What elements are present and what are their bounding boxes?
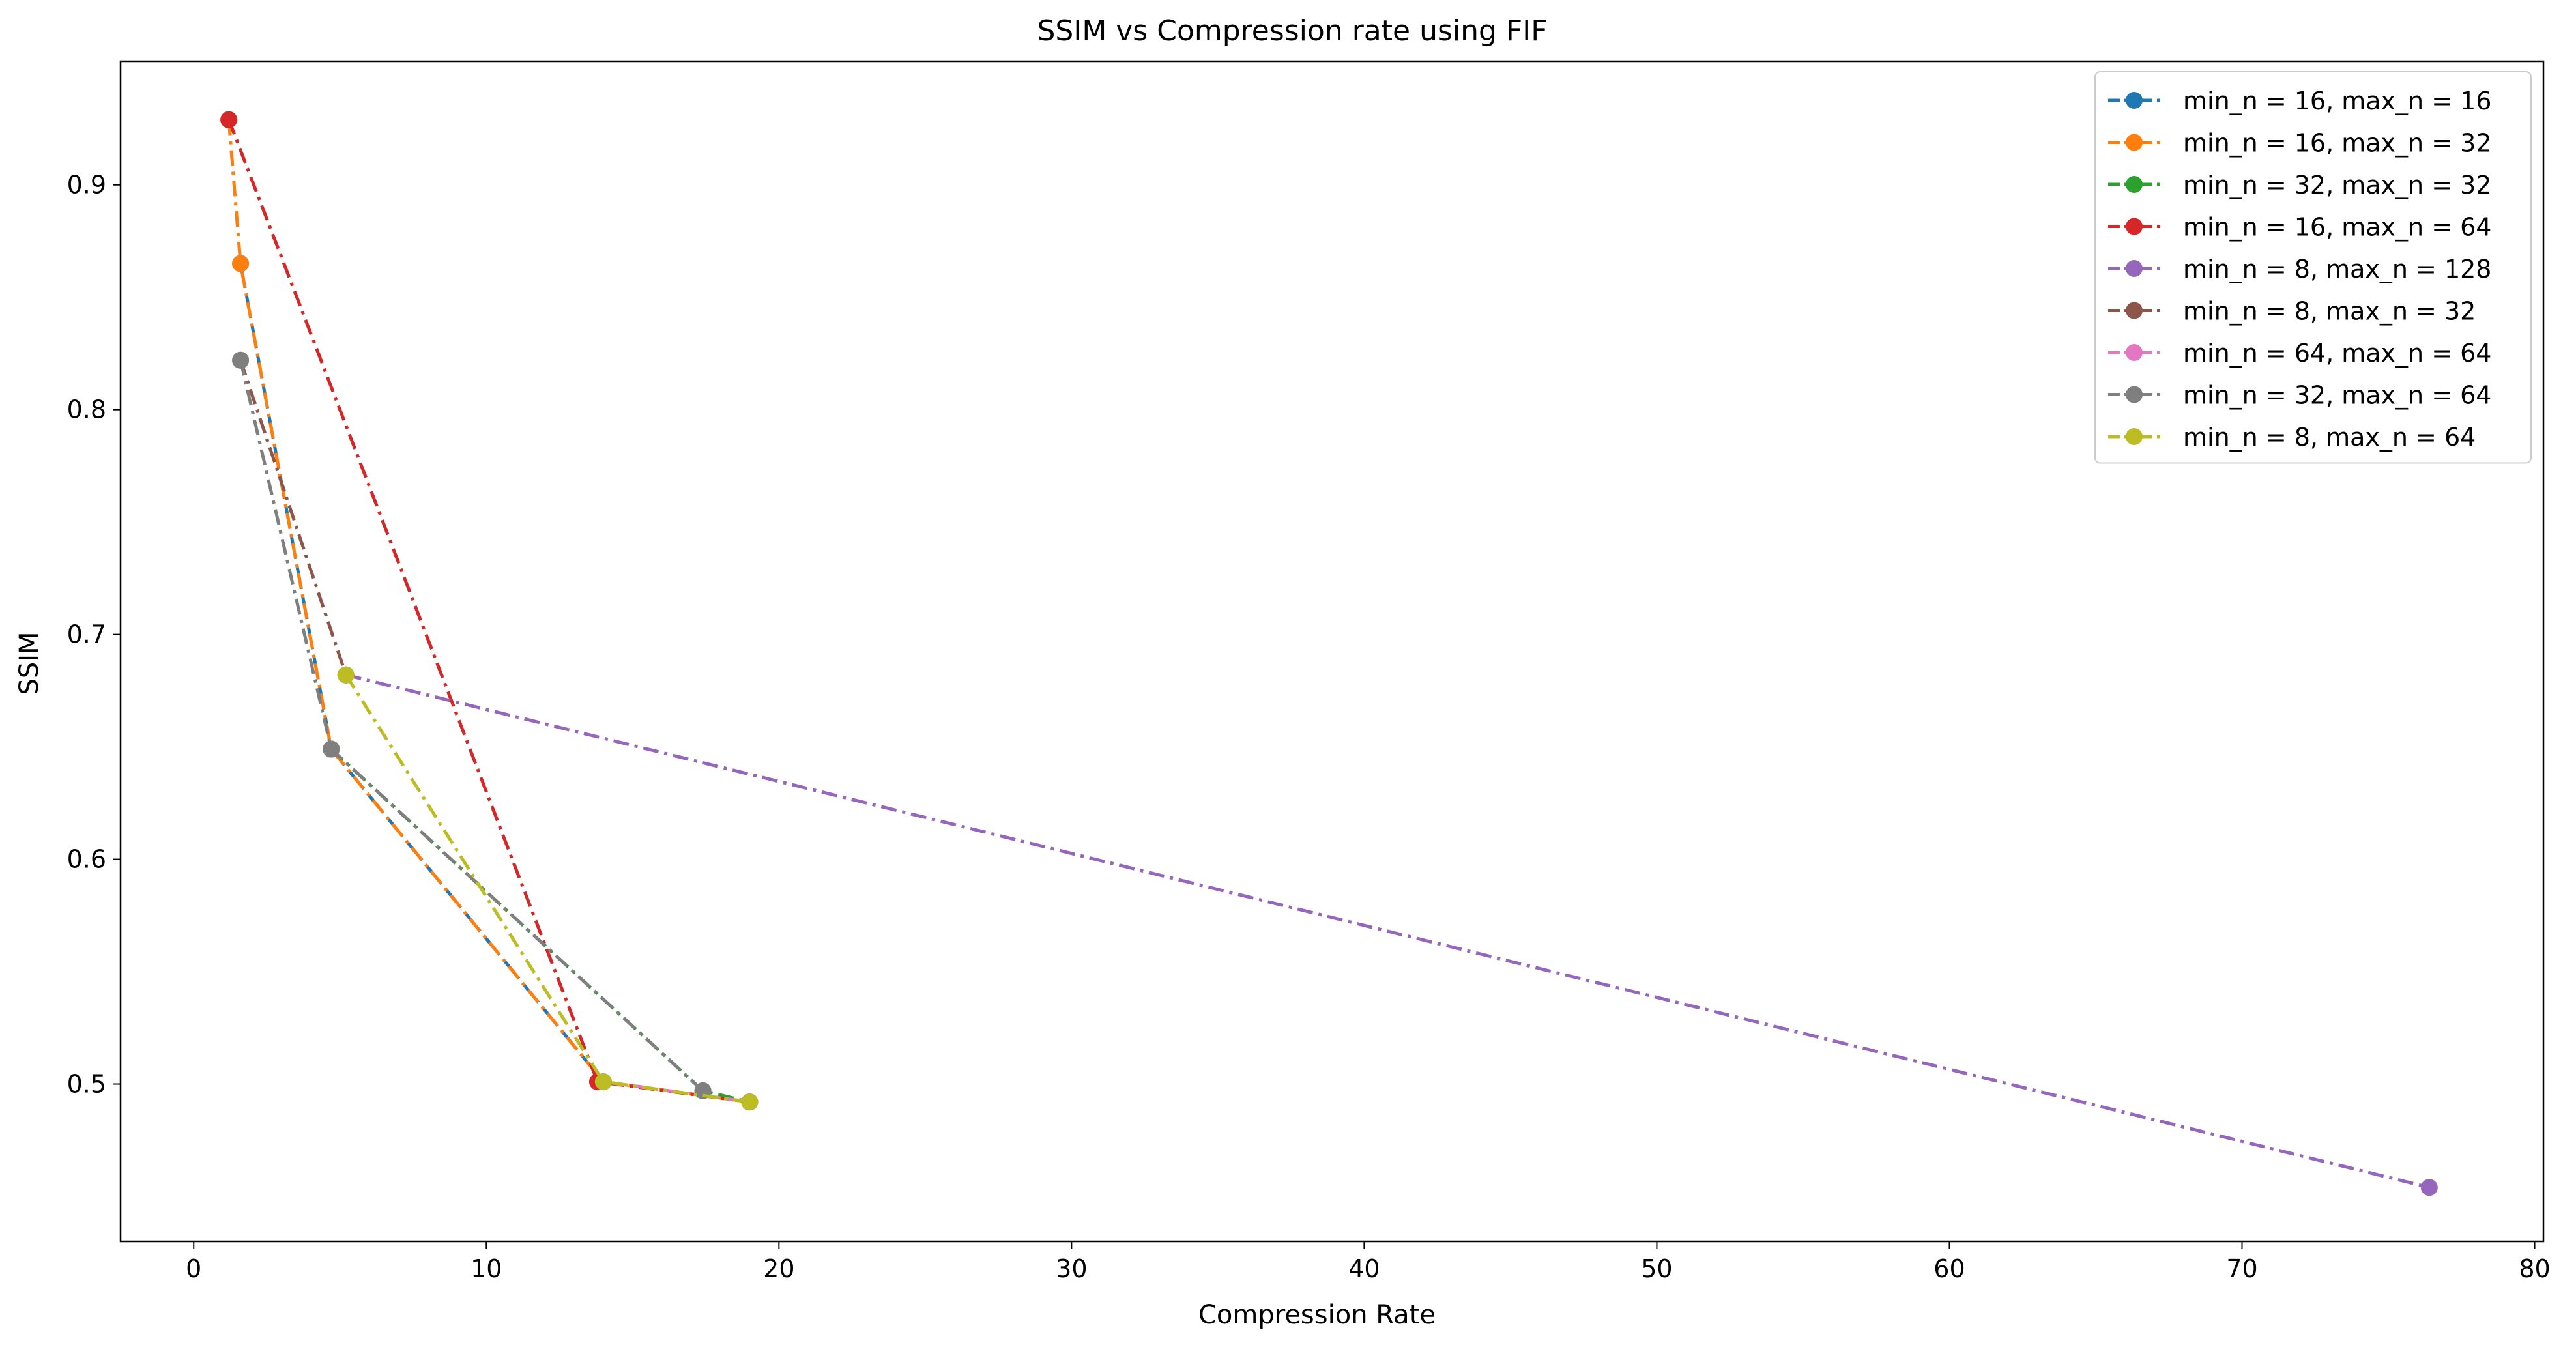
series-line: [227, 119, 750, 1104]
legend-label: min_n = 16, max_n = 64: [2183, 213, 2491, 242]
y-tick-label: 0.7: [67, 620, 106, 649]
legend-entry: min_n = 32, max_n = 32: [2108, 171, 2491, 199]
data-point: [232, 255, 250, 272]
legend-entry: min_n = 8, max_n = 128: [2108, 255, 2491, 283]
x-tick-label: 50: [1641, 1254, 1672, 1283]
legend-entry: min_n = 32, max_n = 64: [2108, 381, 2491, 410]
legend-marker: [2126, 302, 2143, 319]
legend-marker: [2126, 218, 2143, 235]
series-line: [345, 673, 2430, 1189]
data-point: [594, 1073, 612, 1091]
legend-label: min_n = 32, max_n = 64: [2183, 381, 2491, 410]
legend-label: min_n = 8, max_n = 32: [2183, 297, 2476, 326]
x-tick-label: 30: [1056, 1254, 1087, 1283]
x-axis-label: Compression Rate: [1198, 1300, 1436, 1330]
data-point: [220, 111, 238, 128]
y-tick-label: 0.8: [67, 396, 106, 424]
data-point: [323, 740, 340, 758]
legend-marker: [2126, 92, 2143, 109]
legend-marker: [2126, 134, 2143, 151]
series-line: [239, 360, 348, 676]
plot-frame: [119, 60, 2545, 1243]
data-point: [232, 351, 250, 369]
x-tick-label: 80: [2519, 1254, 2550, 1283]
series-8: [232, 351, 712, 1099]
legend-entry: min_n = 16, max_n = 16: [2108, 87, 2491, 115]
x-tick-label: 40: [1348, 1254, 1380, 1283]
legend-marker: [2126, 428, 2143, 445]
legend-marker: [2126, 260, 2143, 277]
y-tick-label: 0.5: [67, 1070, 106, 1099]
legend-label: min_n = 8, max_n = 128: [2183, 255, 2491, 283]
x-tick-label: 60: [1933, 1254, 1965, 1283]
plot-area: [119, 60, 2545, 1243]
data-point: [2420, 1179, 2438, 1196]
legend-entry: min_n = 16, max_n = 32: [2108, 129, 2491, 158]
y-axis: 0.5 0.6 0.7 0.8 0.9: [67, 171, 121, 1099]
series-9: [337, 666, 759, 1111]
legend-entry: min_n = 8, max_n = 64: [2108, 423, 2476, 452]
legend-marker: [2126, 386, 2143, 403]
legend-label: min_n = 8, max_n = 64: [2183, 423, 2476, 452]
legend-box: [2094, 71, 2532, 464]
data-point: [337, 666, 355, 684]
x-axis: 0 10 20 30 40 50 60 70 80: [186, 1241, 2551, 1283]
x-tick-label: 70: [2226, 1254, 2257, 1283]
y-tick-label: 0.6: [67, 845, 106, 874]
legend: min_n = 16, max_n = 16 min_n = 16, max_n …: [2094, 71, 2532, 464]
legend-entry: min_n = 16, max_n = 64: [2108, 213, 2491, 242]
x-tick-label: 20: [763, 1254, 794, 1283]
legend-label: min_n = 64, max_n = 64: [2183, 339, 2491, 368]
legend-entry: min_n = 64, max_n = 64: [2108, 339, 2491, 368]
legend-label: min_n = 32, max_n = 32: [2183, 171, 2491, 199]
chart-title: SSIM vs Compression rate using FIF: [1037, 14, 1547, 48]
legend-label: min_n = 16, max_n = 32: [2183, 129, 2491, 158]
legend-entry: min_n = 8, max_n = 32: [2108, 297, 2476, 326]
legend-marker: [2126, 344, 2143, 361]
legend-label: min_n = 16, max_n = 16: [2183, 87, 2491, 115]
y-tick-label: 0.9: [67, 171, 106, 199]
data-point: [741, 1093, 759, 1111]
x-tick-label: 0: [186, 1254, 201, 1283]
y-axis-label: SSIM: [14, 631, 44, 695]
x-tick-label: 10: [470, 1254, 502, 1283]
legend-marker: [2126, 176, 2143, 193]
